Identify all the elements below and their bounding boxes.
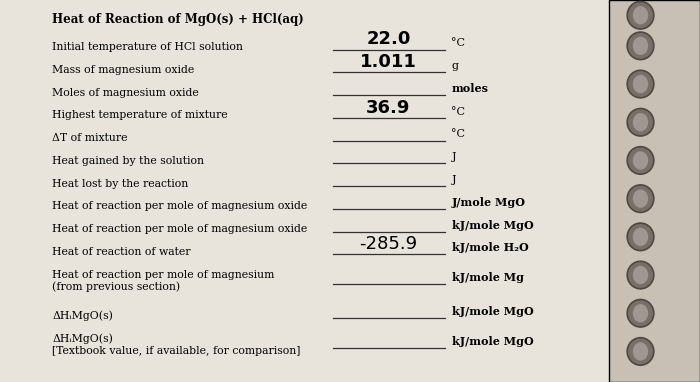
Ellipse shape bbox=[633, 6, 648, 24]
Ellipse shape bbox=[633, 304, 648, 322]
Text: -285.9: -285.9 bbox=[359, 235, 418, 253]
Text: ΔHᵢMgO(s)
[Textbook value, if available, for comparison]: ΔHᵢMgO(s) [Textbook value, if available,… bbox=[52, 333, 301, 356]
Text: Moles of magnesium oxide: Moles of magnesium oxide bbox=[52, 87, 199, 97]
Text: Mass of magnesium oxide: Mass of magnesium oxide bbox=[52, 65, 195, 75]
Text: Heat of reaction per mole of magnesium oxide: Heat of reaction per mole of magnesium o… bbox=[52, 201, 308, 211]
Ellipse shape bbox=[633, 151, 648, 170]
Ellipse shape bbox=[633, 228, 648, 246]
Text: J: J bbox=[452, 152, 456, 162]
Text: Heat of reaction per mole of magnesium
(from previous section): Heat of reaction per mole of magnesium (… bbox=[52, 270, 275, 292]
Ellipse shape bbox=[633, 113, 648, 131]
Ellipse shape bbox=[627, 147, 654, 174]
Text: Heat lost by the reaction: Heat lost by the reaction bbox=[52, 179, 189, 189]
Text: g: g bbox=[452, 61, 458, 71]
Text: moles: moles bbox=[452, 83, 489, 94]
Text: ΔHᵢMgO(s): ΔHᵢMgO(s) bbox=[52, 311, 113, 321]
Ellipse shape bbox=[627, 108, 654, 136]
Ellipse shape bbox=[633, 189, 648, 208]
Text: kJ/mole Mg: kJ/mole Mg bbox=[452, 272, 524, 283]
Text: Heat of reaction per mole of magnesium oxide: Heat of reaction per mole of magnesium o… bbox=[52, 224, 308, 234]
Text: kJ/mole H₂O: kJ/mole H₂O bbox=[452, 242, 528, 253]
Ellipse shape bbox=[627, 70, 654, 98]
Ellipse shape bbox=[627, 185, 654, 212]
Text: °C: °C bbox=[452, 39, 466, 49]
Ellipse shape bbox=[627, 299, 654, 327]
Ellipse shape bbox=[633, 266, 648, 284]
FancyBboxPatch shape bbox=[609, 0, 700, 382]
Text: kJ/mole MgO: kJ/mole MgO bbox=[452, 306, 533, 317]
Text: Heat of reaction of water: Heat of reaction of water bbox=[52, 247, 191, 257]
Text: kJ/mole MgO: kJ/mole MgO bbox=[452, 336, 533, 347]
Text: ΔT of mixture: ΔT of mixture bbox=[52, 133, 128, 143]
Ellipse shape bbox=[633, 37, 648, 55]
Text: Highest temperature of mixture: Highest temperature of mixture bbox=[52, 110, 228, 120]
Ellipse shape bbox=[627, 223, 654, 251]
Text: kJ/mole MgO: kJ/mole MgO bbox=[452, 220, 533, 231]
Ellipse shape bbox=[633, 75, 648, 93]
Text: °C: °C bbox=[452, 107, 466, 117]
Text: Heat of Reaction of MgO(s) + HCl(aq): Heat of Reaction of MgO(s) + HCl(aq) bbox=[52, 13, 304, 26]
Text: Heat gained by the solution: Heat gained by the solution bbox=[52, 156, 204, 166]
Ellipse shape bbox=[627, 261, 654, 289]
Ellipse shape bbox=[627, 2, 654, 29]
Ellipse shape bbox=[627, 32, 654, 60]
Text: Initial temperature of HCl solution: Initial temperature of HCl solution bbox=[52, 42, 244, 52]
Text: 22.0: 22.0 bbox=[366, 31, 411, 49]
Text: 1.011: 1.011 bbox=[360, 53, 417, 71]
Text: 36.9: 36.9 bbox=[366, 99, 411, 117]
Text: J/mole MgO: J/mole MgO bbox=[452, 197, 526, 208]
Text: J: J bbox=[452, 175, 456, 185]
Text: °C: °C bbox=[452, 129, 466, 139]
Ellipse shape bbox=[633, 342, 648, 361]
Ellipse shape bbox=[627, 338, 654, 365]
